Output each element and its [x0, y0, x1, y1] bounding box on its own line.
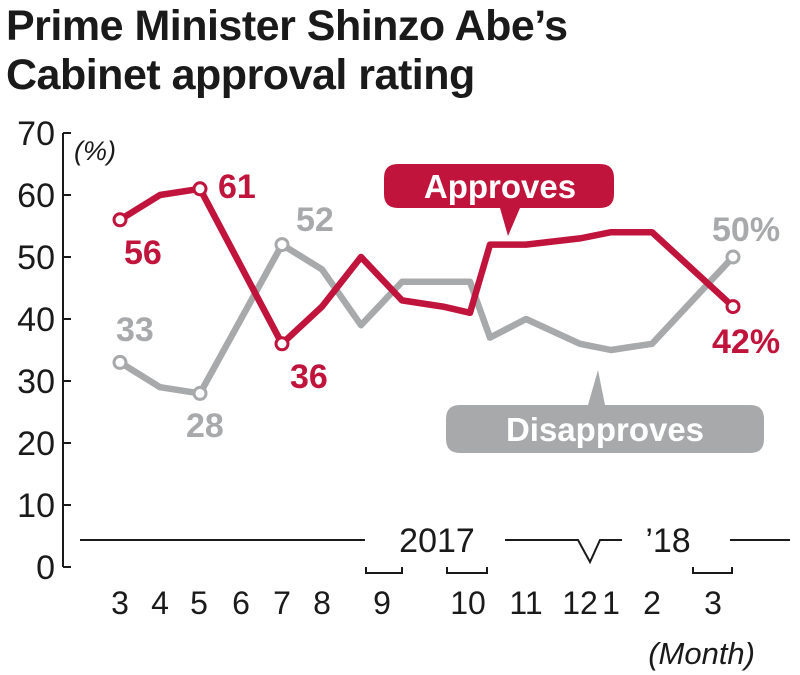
y-tick-label: 30 — [17, 363, 55, 401]
disapproves-legend-label: Disapproves — [506, 411, 704, 448]
disapproves-data-label: 52 — [296, 201, 334, 239]
approves-point — [725, 299, 741, 315]
x-tick-label: 7 — [273, 585, 291, 621]
disapproves-line — [116, 241, 737, 397]
x-tick-label: 12 — [562, 585, 598, 621]
year-band: 2017 ’18 — [80, 522, 790, 565]
y-tick-label: 50 — [17, 239, 55, 277]
x-tick-label: 10 — [450, 585, 486, 621]
approves-data-label: 42% — [712, 323, 780, 361]
year-label-2018: ’18 — [645, 522, 690, 560]
y-tick-label: 20 — [17, 425, 55, 463]
y-tick-label: 60 — [17, 177, 55, 215]
x-bracket-mark — [365, 567, 403, 574]
disapproves-data-label: 28 — [186, 407, 224, 445]
x-tick-label: 3 — [111, 585, 129, 621]
x-tick-label: 8 — [313, 585, 331, 621]
x-bracket-mark — [446, 567, 488, 574]
title-line-2: Cabinet approval rating — [6, 51, 475, 99]
approves-legend-label: Approves — [424, 168, 576, 205]
y-tick-label: 70 — [17, 115, 55, 153]
label-layer: 56 61 36 42% 33 28 52 50% Approves Disapproves — [116, 164, 780, 453]
y-unit-label: (%) — [74, 136, 116, 166]
approves-data-label: 56 — [124, 234, 162, 272]
approves-data-label: 36 — [290, 358, 328, 396]
y-tick-label: 10 — [17, 487, 55, 525]
disapproves-point — [112, 354, 128, 370]
x-tick-label: 9 — [373, 585, 391, 621]
year-break-mark — [505, 539, 622, 565]
x-tick-label: 2 — [643, 585, 661, 621]
y-tick-label: 0 — [36, 549, 55, 587]
x-unit-label: (Month) — [648, 636, 755, 671]
disapproves-point — [725, 249, 741, 265]
disapproves-point — [274, 237, 290, 253]
y-tick-label: 40 — [17, 301, 55, 339]
x-tick-label: 11 — [509, 585, 542, 621]
year-label-2017: 2017 — [399, 522, 475, 560]
disapproves-data-label: 33 — [116, 311, 154, 349]
x-tick-label: 1 — [602, 585, 620, 621]
approves-line — [116, 185, 737, 348]
series-layer — [112, 181, 741, 401]
disapproves-point — [192, 385, 208, 401]
chart-title: Prime Minister Shinzo Abe’s Cabinet appr… — [6, 2, 568, 100]
x-tick-label: 3 — [704, 585, 722, 621]
x-tick-label: 5 — [190, 585, 208, 621]
approves-point — [274, 336, 290, 352]
x-tick-label: 6 — [232, 585, 250, 621]
x-bracket-mark — [692, 567, 733, 574]
approves-data-label: 61 — [218, 168, 256, 206]
approves-callout — [384, 164, 614, 236]
disapproves-callout — [446, 370, 764, 453]
x-tick-label: 4 — [151, 585, 169, 621]
title-line-1: Prime Minister Shinzo Abe’s — [6, 2, 568, 50]
approves-point — [192, 181, 208, 197]
disapproves-data-label: 50% — [712, 211, 780, 249]
approves-point — [112, 212, 128, 228]
